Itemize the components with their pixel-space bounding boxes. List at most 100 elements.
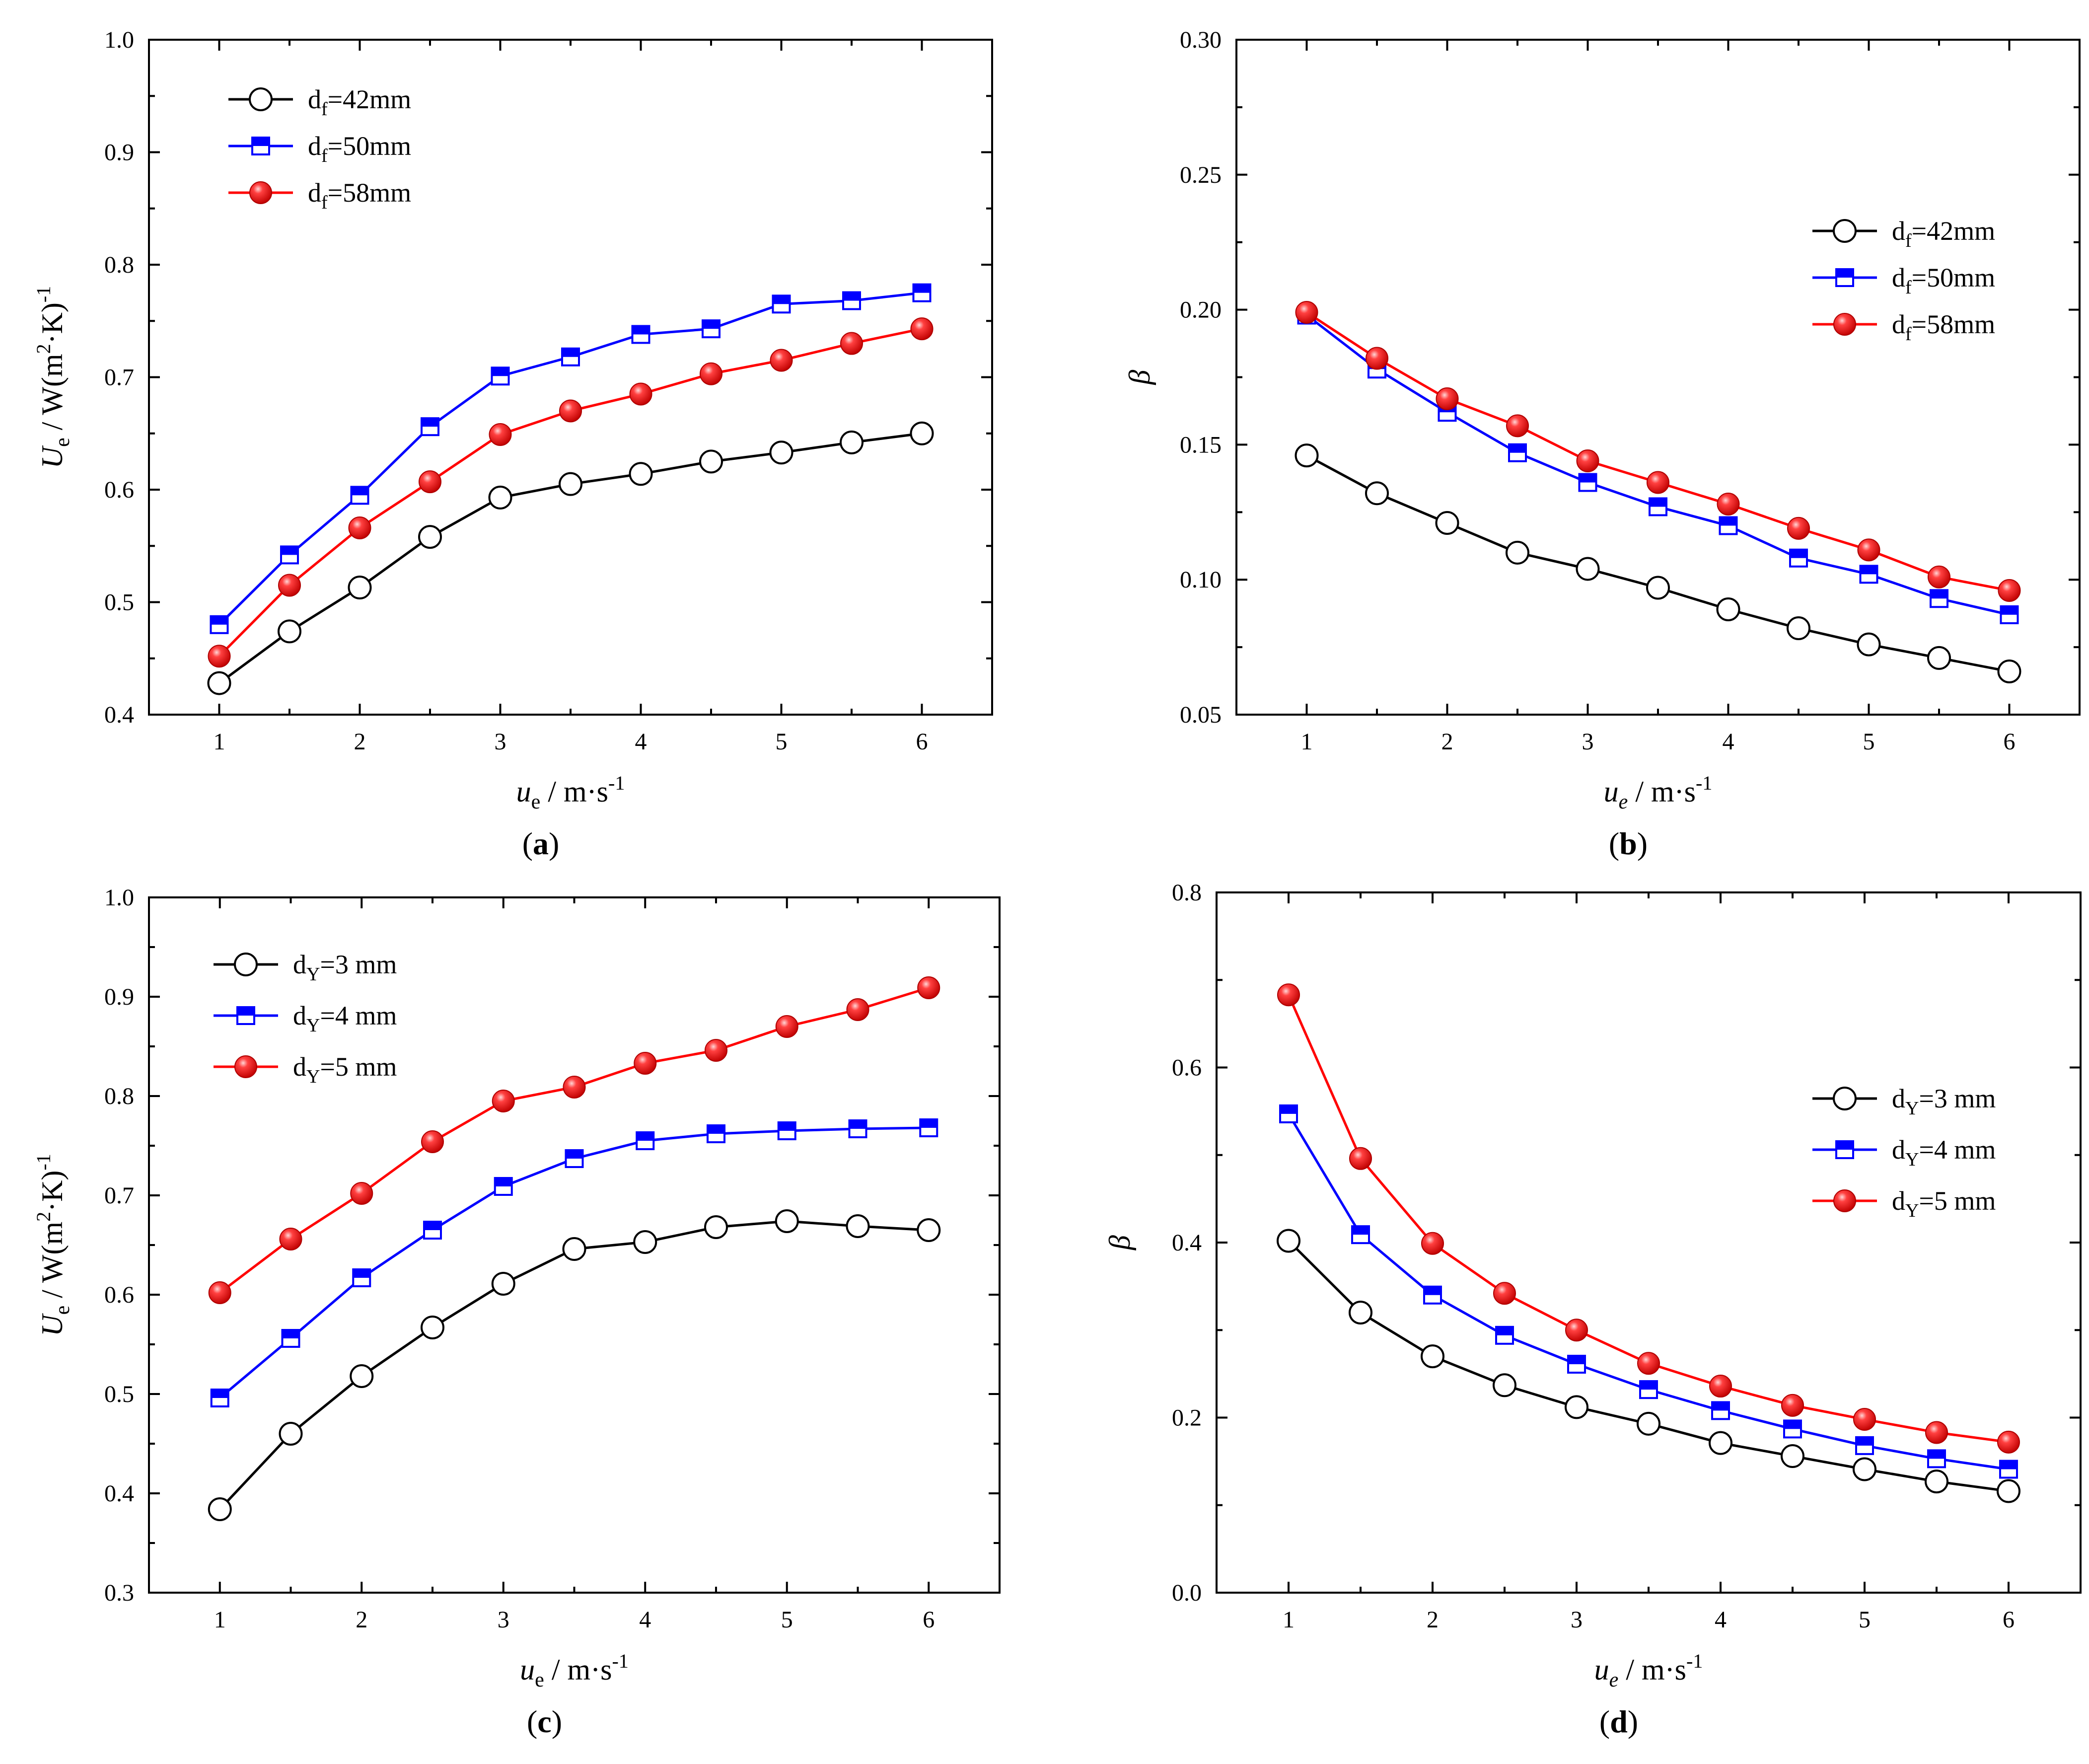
data-point bbox=[777, 1121, 796, 1140]
data-point bbox=[1366, 347, 1388, 370]
data-point bbox=[1927, 1449, 1946, 1469]
series-line bbox=[219, 1126, 929, 1399]
legend-label-main: d bbox=[293, 1052, 306, 1082]
legend-item: dY=5 mm bbox=[214, 1052, 397, 1087]
y-tick-label: 0.20 bbox=[1180, 297, 1222, 323]
data-point bbox=[210, 1389, 229, 1407]
y-axis-title: β bbox=[1103, 1235, 1136, 1250]
data-point bbox=[1925, 1470, 1948, 1494]
y-tick-label: 0.9 bbox=[104, 140, 134, 166]
y-tick-label: 0.05 bbox=[1180, 702, 1222, 728]
x-axis-title-sup: -1 bbox=[612, 1650, 629, 1672]
x-tick-label: 5 bbox=[1863, 729, 1875, 755]
data-point bbox=[629, 382, 652, 406]
legend-label-sub: f bbox=[321, 192, 328, 213]
x-tick-label: 2 bbox=[354, 729, 366, 755]
data-point bbox=[491, 367, 510, 386]
data-point bbox=[561, 347, 580, 367]
legend-label: df=42mm bbox=[1892, 216, 1995, 251]
legend-marker bbox=[249, 87, 273, 111]
y-tick-label: 0.7 bbox=[104, 365, 134, 391]
legend-item: dY=5 mm bbox=[1812, 1186, 1996, 1221]
y-tick-label: 0.8 bbox=[104, 252, 134, 278]
data-point bbox=[1853, 1457, 1876, 1481]
data-point bbox=[1997, 1479, 2020, 1503]
y-axis-title-unit-b: ·K) bbox=[36, 1171, 69, 1212]
data-point bbox=[1279, 1104, 1298, 1123]
data-point bbox=[1781, 1394, 1804, 1417]
legend-item: dY=4 mm bbox=[1812, 1135, 1996, 1170]
legend-label: df=58mm bbox=[308, 178, 411, 213]
legend-label-main: d bbox=[1892, 1084, 1905, 1113]
x-tick-label: 1 bbox=[1301, 729, 1313, 755]
data-point bbox=[352, 1268, 371, 1287]
panel-label: (a) bbox=[522, 826, 560, 861]
legend-item: df=42mm bbox=[1812, 216, 1995, 251]
data-point bbox=[1717, 492, 1740, 515]
data-point bbox=[210, 615, 229, 634]
data-point bbox=[1716, 597, 1740, 621]
panel-label-close: ) bbox=[1628, 1704, 1638, 1739]
x-axis-title-sub: e bbox=[1619, 791, 1628, 813]
legend-label-main: d bbox=[308, 131, 321, 161]
legend-marker bbox=[249, 181, 272, 204]
panel-label-close: ) bbox=[552, 1704, 562, 1739]
panel-label-letter: c bbox=[537, 1704, 551, 1739]
data-point bbox=[559, 472, 582, 496]
y-tick-label: 0.10 bbox=[1180, 567, 1222, 593]
data-point bbox=[1857, 538, 1880, 562]
series-line bbox=[218, 292, 922, 626]
panel-label: (b) bbox=[1609, 826, 1648, 861]
y-tick-label: 0.5 bbox=[104, 1381, 134, 1407]
panel-label: (c) bbox=[527, 1704, 562, 1739]
x-axis-title-main: u bbox=[1594, 1653, 1609, 1686]
panel-label-letter: d bbox=[1610, 1704, 1628, 1739]
legend-label-rest: =42mm bbox=[328, 84, 411, 114]
legend-marker bbox=[236, 1006, 255, 1025]
legend-label-rest: =42mm bbox=[1912, 216, 1995, 246]
series-1 bbox=[210, 1118, 938, 1407]
data-point bbox=[1506, 414, 1529, 438]
y-tick-label: 0.4 bbox=[104, 702, 134, 728]
x-axis-title: ue / m·s-1 bbox=[520, 1650, 629, 1691]
data-point bbox=[631, 325, 650, 344]
data-point bbox=[1787, 516, 1810, 540]
data-point bbox=[350, 1182, 373, 1205]
data-point bbox=[208, 1281, 231, 1304]
series-0 bbox=[1277, 1229, 2020, 1503]
legend-label-sub: f bbox=[1905, 277, 1912, 298]
series-2 bbox=[1277, 983, 2020, 1454]
series-2 bbox=[208, 976, 940, 1304]
data-point bbox=[1436, 387, 1459, 410]
data-point bbox=[1295, 443, 1319, 468]
x-tick-label: 3 bbox=[495, 729, 506, 755]
legend-label-main: d bbox=[1892, 1135, 1905, 1165]
x-tick-label: 2 bbox=[1427, 1607, 1439, 1633]
legend-label: dY=3 mm bbox=[1892, 1084, 1996, 1119]
legend-label-rest: =3 mm bbox=[1919, 1084, 1996, 1113]
data-point bbox=[1719, 516, 1738, 535]
legend-label: df=50mm bbox=[308, 131, 411, 166]
legend-label: df=58mm bbox=[1892, 309, 1995, 345]
legend-label: dY=4 mm bbox=[1892, 1135, 1996, 1170]
data-point bbox=[912, 283, 932, 302]
data-point bbox=[840, 332, 863, 355]
legend-label: df=50mm bbox=[1892, 263, 1995, 298]
series-1 bbox=[1279, 1104, 2018, 1479]
data-point bbox=[1925, 1421, 1948, 1444]
legend-label-sub: Y bbox=[1905, 1149, 1919, 1170]
legend-label-rest: =58mm bbox=[328, 178, 411, 208]
x-tick-label: 6 bbox=[2003, 1607, 2015, 1633]
data-point bbox=[910, 421, 934, 445]
legend-label: df=42mm bbox=[308, 84, 411, 120]
data-point bbox=[1435, 511, 1459, 535]
y-tick-label: 0.7 bbox=[104, 1182, 134, 1209]
data-point bbox=[1565, 1395, 1588, 1419]
data-point bbox=[769, 441, 793, 465]
legend-label-sub: f bbox=[321, 99, 328, 120]
x-axis-title: ue / m·s-1 bbox=[1604, 772, 1713, 813]
y-tick-label: 0.4 bbox=[104, 1480, 134, 1507]
x-tick-label: 3 bbox=[1582, 729, 1594, 755]
data-point bbox=[1711, 1401, 1730, 1420]
x-axis-title: ue / m·s-1 bbox=[1594, 1650, 1703, 1691]
